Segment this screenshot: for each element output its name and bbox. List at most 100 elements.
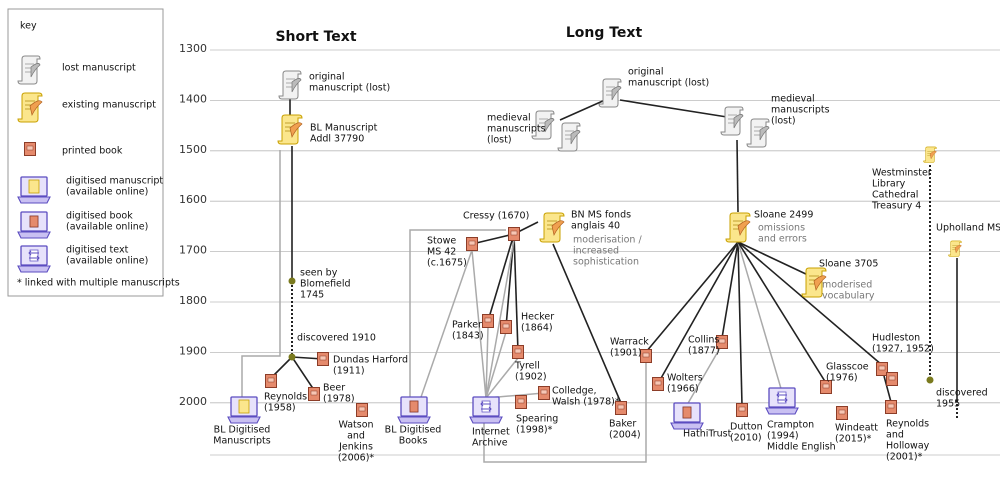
node-label: Westminster bbox=[872, 168, 932, 179]
edge bbox=[513, 233, 519, 353]
edge bbox=[721, 241, 739, 339]
edge bbox=[409, 229, 506, 398]
book-icon bbox=[508, 227, 520, 241]
book-icon bbox=[876, 362, 888, 376]
book-icon bbox=[640, 349, 652, 363]
event-dot bbox=[288, 277, 296, 285]
node: Hudleston(1927, 1952) bbox=[872, 333, 934, 386]
node-label: (2015)* bbox=[835, 434, 872, 445]
node-label: BL Manuscript bbox=[310, 123, 378, 134]
book-icon bbox=[886, 372, 898, 386]
node-label: 1955 bbox=[936, 399, 960, 410]
node: Dutton(2010) bbox=[730, 403, 763, 444]
node-label: Holloway bbox=[886, 441, 930, 452]
book-icon bbox=[538, 386, 550, 400]
key-label: digitised text bbox=[66, 245, 129, 256]
node: Upholland MS bbox=[936, 223, 1000, 257]
edge bbox=[737, 241, 743, 406]
node-label: (1864) bbox=[521, 323, 553, 334]
node-label: (1877) bbox=[688, 346, 720, 357]
edge bbox=[737, 241, 827, 384]
year-label: 1400 bbox=[179, 92, 207, 105]
node-label: (1843) bbox=[452, 331, 484, 342]
node-label: manuscripts bbox=[771, 105, 830, 116]
node-label: BL Digitised bbox=[385, 425, 442, 436]
year-label: 2000 bbox=[179, 395, 207, 408]
manuscript-icon bbox=[725, 212, 751, 243]
node-note: increased bbox=[573, 246, 619, 257]
node-label: Windeatt bbox=[835, 423, 878, 434]
node-label: Hudleston bbox=[872, 333, 920, 344]
node-label: original bbox=[628, 67, 664, 78]
key-icon bbox=[24, 142, 36, 156]
node-label: Colledge, bbox=[552, 386, 597, 397]
node-label: BN MS fonds bbox=[571, 210, 631, 221]
node-label: Hecker bbox=[521, 312, 554, 323]
node-label: Cressy (1670) bbox=[463, 211, 529, 222]
node-label: (2001)* bbox=[886, 452, 923, 463]
node-label: discovered 1910 bbox=[297, 333, 376, 344]
key-label: digitised book bbox=[66, 211, 133, 222]
edges bbox=[241, 98, 958, 463]
node-label: (1958) bbox=[264, 403, 296, 414]
edge bbox=[485, 331, 507, 399]
book-icon bbox=[317, 352, 329, 366]
node: Spearing(1998)* bbox=[515, 395, 558, 436]
edge bbox=[686, 347, 721, 406]
edge bbox=[559, 99, 606, 121]
node: Beer(1978) bbox=[308, 383, 355, 405]
node-label: Sloane 3705 bbox=[819, 259, 878, 270]
node-label: Spearing bbox=[516, 414, 558, 425]
node-label: Watson bbox=[338, 420, 373, 431]
edge bbox=[737, 241, 883, 366]
key-icon bbox=[18, 246, 50, 272]
edge bbox=[483, 362, 647, 463]
node-label: (1978) bbox=[323, 394, 355, 405]
heading: Long Text bbox=[566, 25, 643, 41]
book-icon bbox=[500, 320, 512, 334]
edge bbox=[241, 150, 281, 398]
node: HathiTrust bbox=[671, 403, 732, 440]
node-label: Jenkins bbox=[338, 442, 373, 453]
node-label: manuscript (lost) bbox=[628, 78, 709, 89]
node-label: Cathedral bbox=[872, 190, 918, 201]
book-icon bbox=[652, 377, 664, 391]
manuscript-icon bbox=[671, 403, 703, 429]
manuscript-icon bbox=[557, 122, 581, 152]
node-label: Upholland MS bbox=[936, 223, 1000, 234]
node-label: (1902) bbox=[515, 372, 547, 383]
node-label: Reynolds bbox=[264, 392, 307, 403]
node-label: MS 42 bbox=[427, 247, 456, 258]
node-label: (1901) bbox=[610, 348, 642, 359]
node: Windeatt(2015)* bbox=[835, 406, 878, 445]
node: Warrack(1901) bbox=[610, 337, 652, 363]
node-label: Archive bbox=[472, 438, 508, 449]
book-icon bbox=[308, 387, 320, 401]
edge bbox=[883, 375, 892, 403]
key-icon bbox=[17, 92, 43, 123]
node: Collins(1877) bbox=[688, 335, 728, 357]
node-label: and bbox=[347, 431, 365, 442]
node-label: Collins bbox=[688, 335, 719, 346]
key-label: digitised manuscript bbox=[66, 176, 163, 187]
key-label: lost manuscript bbox=[62, 63, 136, 74]
node: Baker(2004) bbox=[609, 401, 641, 441]
event-dot bbox=[926, 376, 934, 384]
node-label: Stowe bbox=[427, 236, 456, 247]
node-label: (1994) bbox=[767, 431, 799, 442]
book-icon bbox=[515, 395, 527, 409]
book-icon bbox=[466, 237, 478, 251]
node-label: HathiTrust bbox=[683, 429, 732, 440]
node-label: Walsh (1978)* bbox=[552, 397, 620, 408]
node-label: (1998)* bbox=[516, 425, 553, 436]
node: Glasscoe(1976) bbox=[820, 362, 869, 394]
node-label: 1745 bbox=[300, 290, 324, 301]
book-icon bbox=[512, 345, 524, 359]
node-label: anglais 40 bbox=[571, 221, 620, 232]
node-label: seen by bbox=[300, 268, 338, 279]
